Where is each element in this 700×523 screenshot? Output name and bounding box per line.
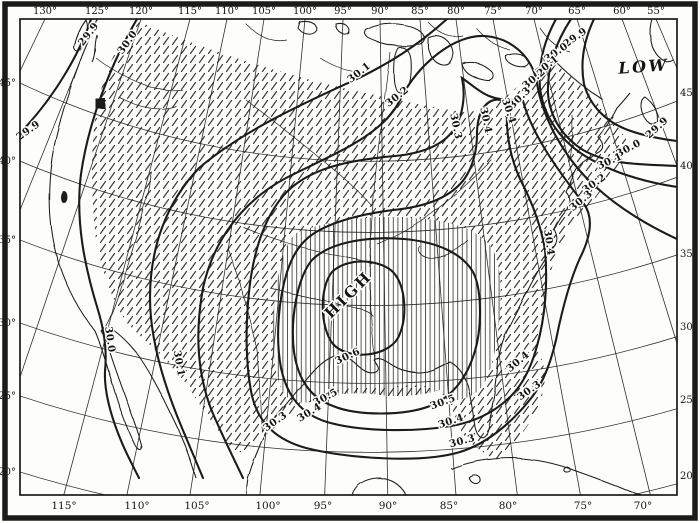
meridian-line [20, 19, 98, 212]
longitude-label-bottom: 90° [379, 500, 398, 512]
small-cay [563, 466, 571, 473]
latitude-label-left: 30° [0, 318, 16, 329]
vertical-hatch-region [272, 217, 501, 403]
longitude-label-top: 70° [525, 6, 543, 17]
canada-river-3 [427, 21, 464, 38]
longitude-label-top: 100° [293, 6, 317, 17]
lake-michigan [393, 47, 412, 95]
latitude-label-right: 20° [680, 471, 698, 482]
longitude-label-top: 75° [484, 6, 502, 17]
lake-erie [461, 61, 495, 82]
isobar-path-30-3-4 [245, 75, 591, 460]
isobars [20, 19, 677, 480]
longitude-label-top: 120° [129, 6, 153, 17]
latitude-label-right: 30° [680, 322, 698, 333]
northeast-coast-squiggle [649, 19, 675, 63]
isobar-path-30-6-7 [321, 260, 406, 356]
isobar-path-29-9-0 [20, 19, 93, 133]
isobar-path-30-0-1 [78, 19, 141, 480]
longitude-label-bottom: 95° [314, 500, 333, 512]
longitude-label-top: 90° [371, 6, 389, 17]
parallel-line [20, 395, 677, 453]
isobar-path-30-5-6 [291, 237, 482, 415]
isobar-path-30-1-2 [148, 19, 449, 480]
latitude-label-left: 40° [0, 156, 16, 167]
longitude-label-top: 130° [33, 6, 57, 17]
longitude-label-top: 65° [568, 6, 586, 17]
longitude-label-bottom: 105° [184, 500, 209, 512]
isobar-path-30-1-10 [538, 19, 677, 189]
canada-river-5 [539, 27, 571, 53]
canada-river-4 [475, 27, 511, 51]
lake-ontario [505, 53, 529, 68]
longitude-label-bottom: 80° [499, 500, 518, 512]
longitude-label-bottom: 110° [124, 500, 149, 512]
map-frame [19, 18, 678, 496]
low-pressure-label: LOW [617, 55, 670, 78]
latitude-label-left: 45° [0, 78, 16, 89]
shading-hatch [92, 22, 629, 462]
meridian-line [621, 19, 677, 167]
puget-sound [91, 34, 98, 63]
isobar-path-30-2-3 [197, 34, 677, 480]
lake-superior [364, 23, 425, 47]
longitude-label-top: 60° [613, 6, 631, 17]
latitude-label-right: 35° [680, 249, 698, 260]
isobar-path-29-9-8 [581, 19, 677, 143]
longitude-label-top: 55° [647, 6, 665, 17]
diagonal-hatch-region [92, 22, 629, 462]
latitude-label-right: 25° [680, 395, 698, 406]
latitude-label-right: 45° [680, 88, 698, 99]
isobar-label: 30.4 [541, 229, 556, 257]
canadian-lake-1 [297, 20, 317, 35]
longitude-label-top: 125° [85, 6, 109, 17]
longitude-label-bottom: 70° [634, 500, 653, 512]
isobar-label: 30.0 [102, 326, 117, 354]
longitude-label-top: 80° [447, 6, 465, 17]
longitude-label-bottom: 85° [440, 500, 459, 512]
nova-scotia [640, 96, 658, 125]
longitude-label-top: 85° [411, 6, 429, 17]
pacific-coast-baja [48, 19, 197, 479]
isobar-path-30-4-5 [277, 98, 548, 432]
small-dark-lake [60, 191, 68, 203]
canadian-lake-2 [335, 22, 349, 35]
yucatan [351, 477, 407, 495]
latitude-label-left: 25° [0, 391, 16, 402]
longitude-label-top: 95° [334, 6, 352, 17]
canada-river-2 [319, 57, 369, 72]
longitude-label-top: 105° [252, 6, 276, 17]
isobar-path-30-0-9 [546, 19, 677, 168]
longitude-label-top: 110° [215, 6, 239, 17]
canada-river-1 [245, 23, 288, 42]
latitude-label-left: 35° [0, 235, 16, 246]
latitude-label-left: 20° [0, 467, 16, 478]
st-lawrence-river [555, 61, 603, 100]
cuba [450, 457, 643, 495]
longitude-label-bottom: 100° [255, 500, 280, 512]
longitude-label-top: 115° [178, 6, 202, 17]
isobar-label: 29.9 [77, 21, 102, 49]
longitude-label-bottom: 75° [574, 500, 593, 512]
latitude-label-right: 40° [680, 161, 698, 172]
lake-huron [427, 35, 454, 66]
longitude-label-bottom: 115° [51, 500, 76, 512]
isle-of-pines [468, 474, 481, 485]
